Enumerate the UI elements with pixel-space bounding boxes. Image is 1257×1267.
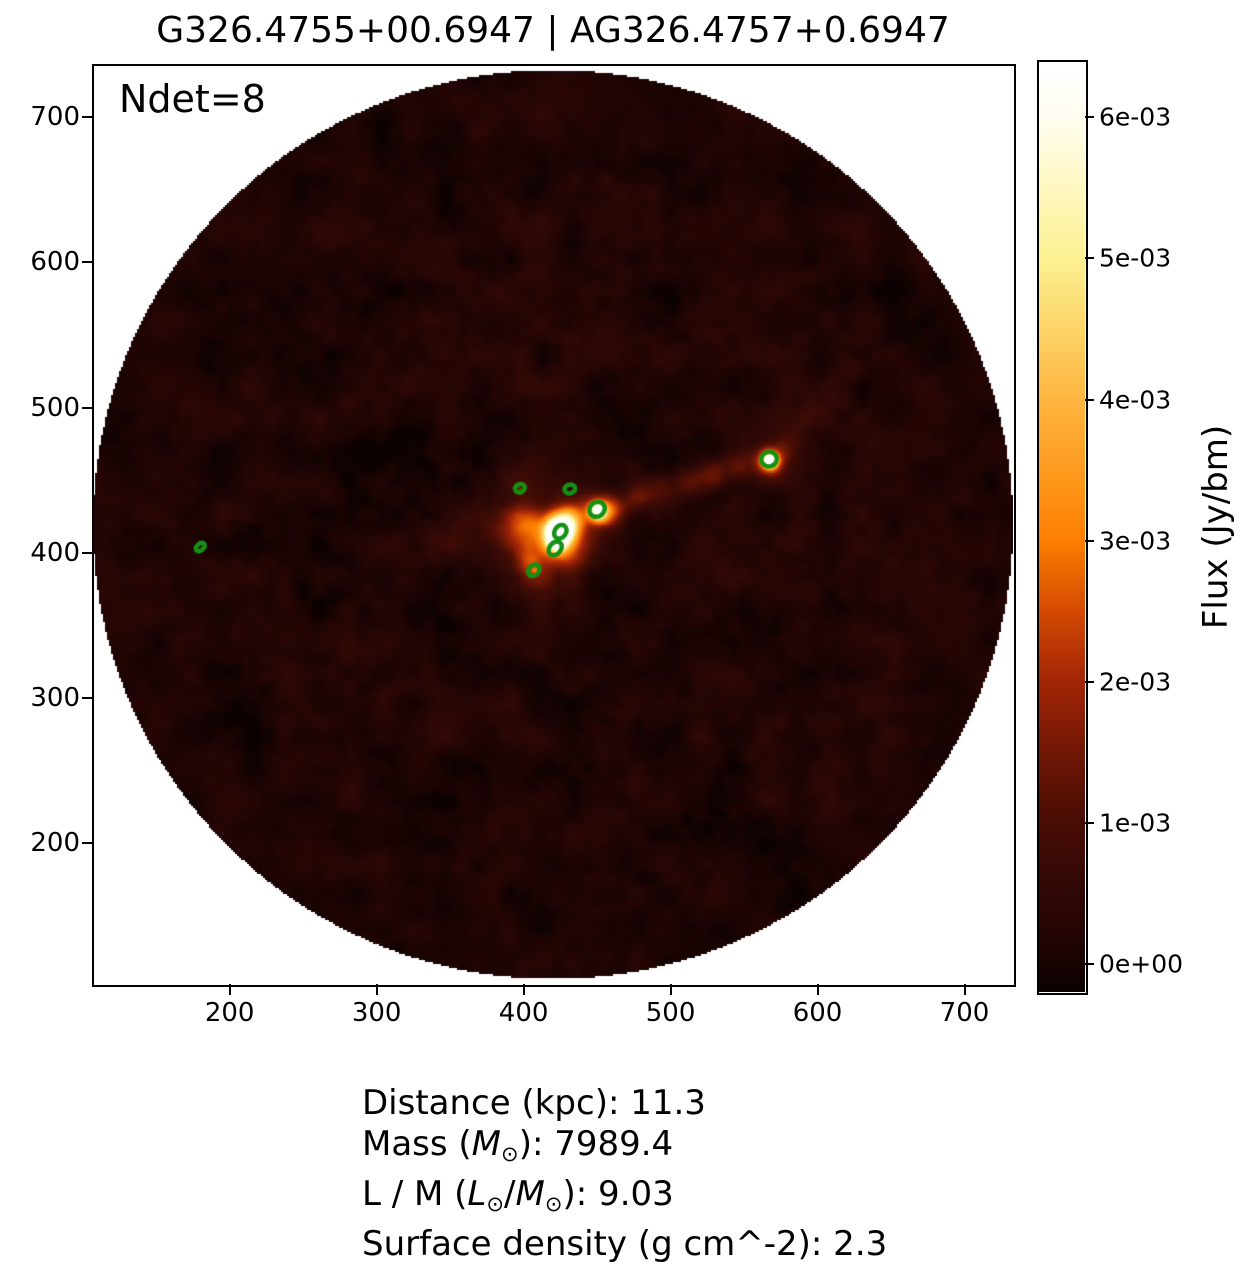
colorbar-tick-label: 0e+00 <box>1099 949 1184 979</box>
ndet-label: Ndet=8 <box>119 77 266 121</box>
stat-text: / <box>504 1173 516 1214</box>
x-tick-label: 500 <box>645 998 696 1028</box>
colorbar-tick <box>1085 680 1094 683</box>
colorbar-tick <box>1085 257 1094 260</box>
x-tick-label: 700 <box>939 998 990 1028</box>
colorbar-tick <box>1085 962 1094 965</box>
colorbar-tick <box>1085 539 1094 542</box>
colorbar-tick-label: 3e-03 <box>1099 526 1172 556</box>
stat-text: M <box>471 1124 502 1164</box>
y-tick <box>82 696 93 699</box>
stat-text: Surface density (g cm^-2): 2.3 <box>362 1223 888 1264</box>
x-tick-label: 600 <box>792 998 843 1028</box>
colorbar-tick-label: 1e-03 <box>1099 808 1172 838</box>
x-tick <box>228 984 231 995</box>
stat-text: ): 9.03 <box>562 1173 674 1214</box>
y-tick <box>82 842 93 845</box>
y-tick <box>82 261 93 264</box>
stat-text: Distance (kpc): 11.3 <box>362 1083 706 1123</box>
colorbar-tick-label: 6e-03 <box>1099 102 1172 132</box>
sun-symbol: ⊙ <box>544 1190 563 1216</box>
x-tick <box>963 984 966 995</box>
figure-title: G326.4755+00.6947 | AG326.4757+0.6947 <box>156 10 950 51</box>
stat-text: ): 7989.4 <box>518 1124 674 1164</box>
x-tick <box>375 984 378 995</box>
x-tick-label: 300 <box>351 998 402 1028</box>
colorbar-tick <box>1085 116 1094 119</box>
stat-line: L / M (L⊙/M⊙): 9.03 <box>362 1174 887 1224</box>
x-tick-label: 200 <box>204 998 255 1028</box>
stat-text: L / M ( <box>362 1173 468 1214</box>
y-tick <box>82 551 93 554</box>
stat-text: M <box>515 1173 545 1214</box>
colorbar-tick-label: 5e-03 <box>1099 243 1172 273</box>
stats-block: Distance (kpc): 11.3 Mass (M⊙): 7989.4 L /… <box>362 1083 887 1265</box>
y-tick-label: 300 <box>30 682 80 713</box>
stat-text: Mass ( <box>362 1124 472 1164</box>
x-tick-label: 400 <box>498 998 549 1028</box>
colorbar-tick-label: 4e-03 <box>1099 385 1172 415</box>
sun-symbol: ⊙ <box>501 1140 519 1166</box>
colorbar-frame <box>1037 60 1088 995</box>
sky-image <box>93 65 1013 984</box>
sun-symbol: ⊙ <box>486 1190 505 1216</box>
plot-area <box>92 64 1016 987</box>
stat-line: Distance (kpc): 11.3 <box>362 1083 887 1124</box>
y-tick-label: 500 <box>30 392 80 423</box>
colorbar-tick-label: 2e-03 <box>1099 667 1172 697</box>
y-tick <box>82 406 93 409</box>
colorbar-tick <box>1085 821 1094 824</box>
colorbar-axis-label: Flux (Jy/bm) <box>1196 424 1236 630</box>
y-tick-label: 700 <box>30 102 80 133</box>
x-tick <box>669 984 672 995</box>
colorbar-gradient <box>1038 61 1085 992</box>
stat-line: Surface density (g cm^-2): 2.3 <box>362 1224 887 1265</box>
x-tick <box>522 984 525 995</box>
y-tick <box>82 116 93 119</box>
stat-line: Mass (M⊙): 7989.4 <box>362 1124 887 1174</box>
colorbar-tick <box>1085 398 1094 401</box>
stat-text: L <box>467 1173 487 1214</box>
y-tick-label: 200 <box>30 828 80 859</box>
y-tick-label: 600 <box>30 247 80 278</box>
x-tick <box>816 984 819 995</box>
y-tick-label: 400 <box>30 537 80 568</box>
